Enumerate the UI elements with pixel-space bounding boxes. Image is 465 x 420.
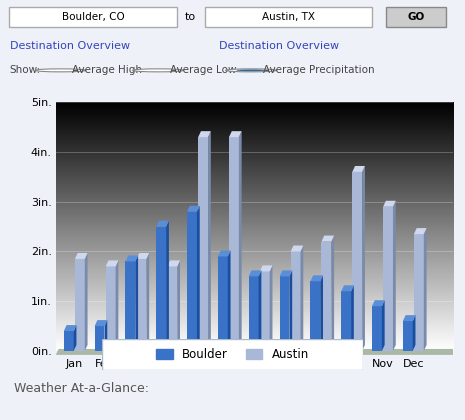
Polygon shape bbox=[187, 212, 197, 351]
Polygon shape bbox=[85, 253, 87, 351]
Polygon shape bbox=[239, 131, 242, 351]
Polygon shape bbox=[351, 285, 354, 351]
Legend: Boulder, Austin: Boulder, Austin bbox=[152, 344, 313, 366]
Polygon shape bbox=[291, 246, 303, 252]
Polygon shape bbox=[135, 255, 138, 351]
Polygon shape bbox=[167, 260, 180, 266]
Polygon shape bbox=[177, 260, 180, 351]
Polygon shape bbox=[321, 241, 332, 351]
Text: Destination Overview: Destination Overview bbox=[219, 42, 339, 52]
Polygon shape bbox=[228, 250, 231, 351]
Polygon shape bbox=[56, 349, 456, 355]
Polygon shape bbox=[208, 131, 211, 351]
Circle shape bbox=[35, 69, 86, 72]
Polygon shape bbox=[75, 259, 85, 351]
Polygon shape bbox=[146, 253, 149, 351]
Polygon shape bbox=[332, 236, 334, 351]
Polygon shape bbox=[197, 206, 200, 351]
Polygon shape bbox=[166, 220, 169, 351]
Polygon shape bbox=[260, 265, 272, 271]
Polygon shape bbox=[249, 270, 261, 276]
Text: Average Low: Average Low bbox=[170, 66, 236, 75]
Polygon shape bbox=[279, 270, 292, 276]
Polygon shape bbox=[156, 227, 166, 351]
Polygon shape bbox=[218, 257, 228, 351]
Polygon shape bbox=[106, 260, 119, 266]
Polygon shape bbox=[106, 266, 116, 351]
Text: Weather At-a-Glance:: Weather At-a-Glance: bbox=[14, 382, 149, 395]
Text: to: to bbox=[185, 12, 196, 22]
Polygon shape bbox=[95, 326, 105, 351]
Polygon shape bbox=[126, 255, 138, 261]
Polygon shape bbox=[229, 137, 239, 351]
FancyBboxPatch shape bbox=[102, 339, 363, 370]
Text: Show:: Show: bbox=[9, 66, 40, 75]
Text: Average Precipitation: Average Precipitation bbox=[263, 66, 374, 75]
Polygon shape bbox=[393, 201, 396, 351]
Polygon shape bbox=[320, 276, 323, 351]
Polygon shape bbox=[289, 270, 292, 351]
Polygon shape bbox=[383, 201, 396, 207]
Circle shape bbox=[226, 69, 277, 72]
Polygon shape bbox=[137, 253, 149, 259]
FancyBboxPatch shape bbox=[9, 7, 177, 27]
Polygon shape bbox=[75, 253, 87, 259]
Polygon shape bbox=[198, 131, 211, 137]
Polygon shape bbox=[362, 166, 365, 351]
Polygon shape bbox=[167, 266, 177, 351]
Polygon shape bbox=[352, 172, 362, 351]
Text: Boulder, CO: Boulder, CO bbox=[62, 12, 124, 22]
Polygon shape bbox=[414, 228, 426, 234]
Polygon shape bbox=[300, 246, 303, 351]
Polygon shape bbox=[95, 320, 107, 326]
Polygon shape bbox=[259, 270, 261, 351]
Polygon shape bbox=[372, 306, 382, 351]
Text: GO: GO bbox=[407, 12, 425, 22]
Polygon shape bbox=[279, 276, 289, 351]
Polygon shape bbox=[310, 276, 323, 281]
FancyBboxPatch shape bbox=[386, 7, 446, 27]
Text: Destination Overview: Destination Overview bbox=[10, 42, 130, 52]
Polygon shape bbox=[198, 137, 208, 351]
Polygon shape bbox=[73, 325, 76, 351]
Polygon shape bbox=[424, 228, 426, 351]
Polygon shape bbox=[187, 206, 200, 212]
Polygon shape bbox=[341, 285, 354, 291]
Polygon shape bbox=[249, 276, 259, 351]
Polygon shape bbox=[403, 321, 413, 351]
Polygon shape bbox=[321, 236, 334, 242]
Text: Austin, TX: Austin, TX bbox=[262, 12, 315, 22]
Polygon shape bbox=[372, 300, 385, 306]
Polygon shape bbox=[105, 320, 107, 351]
Polygon shape bbox=[64, 325, 76, 331]
Polygon shape bbox=[414, 234, 424, 351]
Polygon shape bbox=[156, 220, 169, 227]
Circle shape bbox=[236, 69, 266, 71]
Polygon shape bbox=[64, 331, 73, 351]
Polygon shape bbox=[413, 315, 415, 351]
Polygon shape bbox=[126, 261, 135, 351]
Polygon shape bbox=[260, 271, 270, 351]
Polygon shape bbox=[137, 259, 146, 351]
Polygon shape bbox=[383, 207, 393, 351]
Polygon shape bbox=[341, 291, 351, 351]
Polygon shape bbox=[382, 300, 385, 351]
FancyBboxPatch shape bbox=[205, 7, 372, 27]
Polygon shape bbox=[403, 315, 415, 321]
Polygon shape bbox=[270, 265, 272, 351]
Polygon shape bbox=[218, 250, 231, 257]
Polygon shape bbox=[291, 252, 300, 351]
Polygon shape bbox=[310, 281, 320, 351]
Polygon shape bbox=[229, 131, 242, 137]
Text: Average High: Average High bbox=[72, 66, 142, 75]
Polygon shape bbox=[352, 166, 365, 172]
Polygon shape bbox=[116, 260, 119, 351]
Circle shape bbox=[133, 69, 184, 72]
